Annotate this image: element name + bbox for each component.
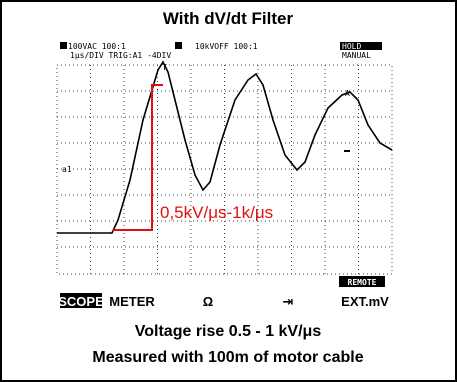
caption-line: Voltage rise 0.5 - 1 kV/μs: [135, 323, 322, 340]
mode: MANUAL: [342, 51, 371, 60]
menu-item: Ω: [203, 294, 213, 309]
menu-item: SCOPE: [58, 294, 104, 309]
level-marker: [344, 150, 350, 152]
title: With dV/dt Filter: [163, 9, 294, 28]
timebase: 1μs/DIV TRIG:A1 -4DIV: [70, 51, 171, 60]
page: With dV/dt Filter 100VAC 100:1 10kVOFF 1…: [0, 0, 457, 382]
channel-b: 10kVOFF 100:1: [195, 42, 258, 51]
trace-label: a1: [62, 165, 72, 174]
channel-a: 100VAC 100:1: [68, 42, 126, 51]
hold: HOLD: [342, 42, 361, 51]
menu-item: EXT.mV: [341, 294, 389, 309]
menu-item: ⇥: [283, 294, 294, 309]
remote: REMOTE: [348, 278, 377, 287]
screen-bg: [45, 38, 407, 292]
channel-a-icon: [60, 42, 67, 49]
annotation: 0,5kV/μs-1k/μs: [160, 203, 273, 222]
channel-b-icon: [175, 42, 182, 49]
scope-screen: 100VAC 100:1 10kVOFF 100:1 1μs/DIV TRIG:…: [45, 38, 407, 292]
menu-item: METER: [109, 294, 155, 309]
caption-line: Measured with 100m of motor cable: [92, 349, 363, 366]
